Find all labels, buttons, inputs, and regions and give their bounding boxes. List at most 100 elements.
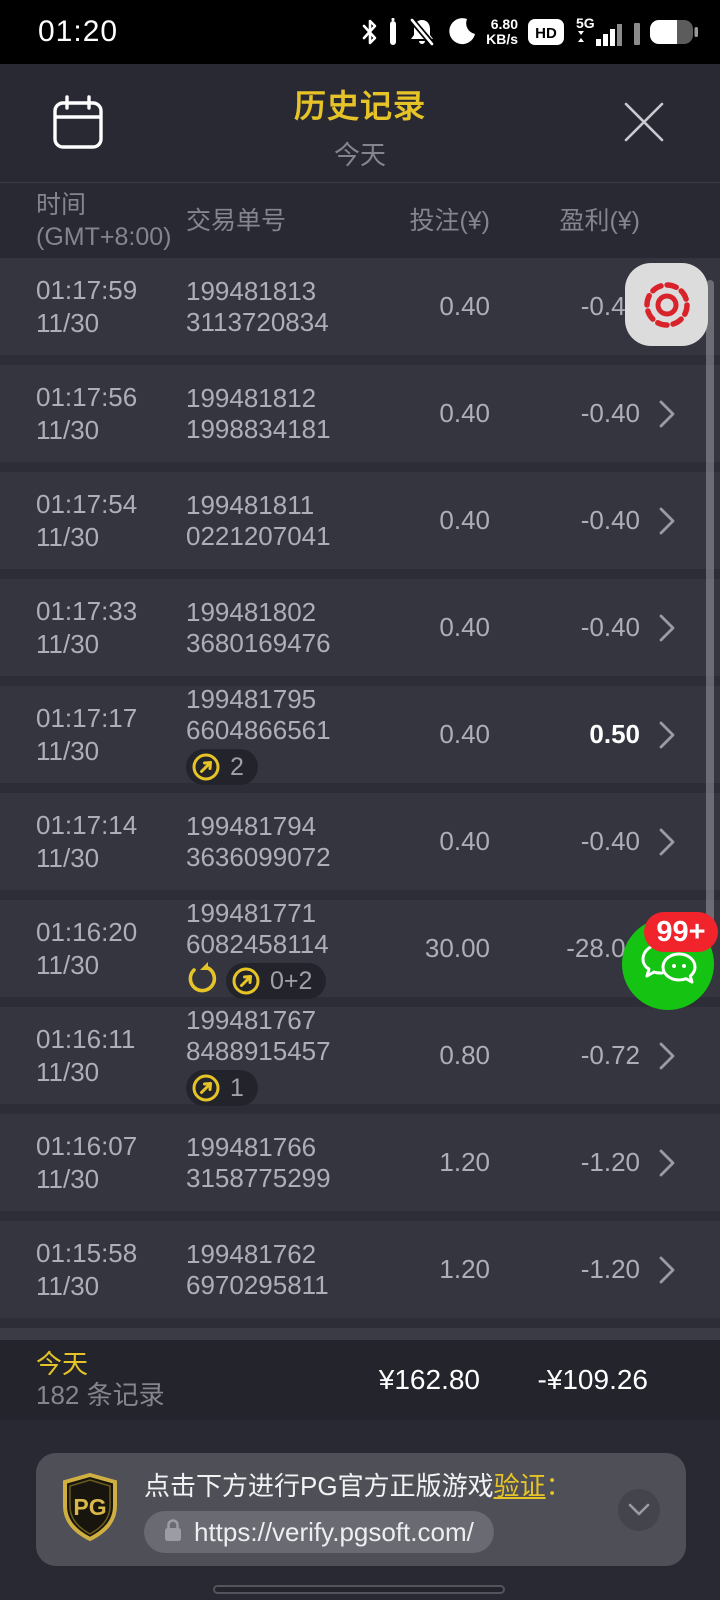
summary-total-bet: ¥162.80: [378, 1364, 480, 1395]
row-bet: 0.40: [439, 505, 490, 535]
table-row[interactable]: 01:17:54 11/30 199481811 0221207041 0.40…: [0, 472, 720, 569]
row-order: 199481802 3680169476: [186, 596, 331, 658]
table-row[interactable]: 01:17:59 11/30 199481813 3113720834 0.40…: [0, 258, 720, 355]
row-order: 199481794 3636099072: [186, 810, 331, 872]
row-bet: 30.00: [424, 933, 490, 963]
summary-total-profit: -¥109.26: [537, 1364, 648, 1395]
page-title: 历史记录: [293, 87, 426, 124]
bell-muted-icon: [406, 16, 438, 48]
col-header-profit: 盈利(¥): [559, 206, 640, 235]
svg-text:5G: 5G: [576, 15, 595, 31]
svg-text:PG: PG: [73, 1494, 106, 1520]
chevron-right-icon[interactable]: [640, 827, 676, 857]
row-order: 199481762 6970295811: [186, 1238, 329, 1300]
banner-collapse-button[interactable]: [618, 1489, 660, 1531]
page-subtitle: 今天: [333, 139, 386, 170]
verify-link[interactable]: 验证: [493, 1471, 546, 1501]
row-profit: -0.40: [580, 505, 640, 535]
bonus-count: 0+2: [270, 966, 313, 995]
table-row[interactable]: 01:17:56 11/30 199481812 1998834181 0.40…: [0, 365, 720, 462]
bonus-arrow-icon: [192, 1074, 220, 1102]
chevron-right-icon[interactable]: [640, 613, 676, 643]
row-time: 01:17:33 11/30: [36, 595, 138, 659]
row-order: 199481812 1998834181: [186, 382, 331, 444]
bonus-arrow-icon: [192, 753, 220, 781]
partial-next-row: [0, 1328, 720, 1340]
battery-icon: [650, 19, 698, 45]
row-order: 199481813 3113720834: [186, 275, 329, 337]
respin-icon: [186, 961, 220, 1002]
row-bet: 0.80: [439, 1040, 490, 1070]
notification-badge: 99+: [644, 912, 718, 952]
table-row[interactable]: 01:17:14 11/30 199481794 3636099072 0.40…: [0, 793, 720, 890]
verify-url-pill[interactable]: https://verify.pgsoft.com/: [144, 1511, 494, 1553]
col-header-order: 交易单号: [186, 206, 287, 235]
row-bet: 1.20: [439, 1147, 490, 1177]
calendar-icon[interactable]: [52, 94, 104, 152]
table-row[interactable]: 01:16:11 11/30 199481767 8488915457 1 0.…: [0, 1005, 720, 1106]
bonus-count: 1: [230, 1073, 244, 1102]
bonus-count: 2: [230, 752, 244, 781]
row-bet: 0.40: [439, 291, 490, 321]
lock-icon: [162, 1517, 184, 1548]
row-time: 01:16:11 11/30: [36, 1023, 136, 1087]
row-time: 01:17:17 11/30: [36, 702, 138, 766]
bluetooth-icon: [360, 16, 380, 48]
gear-icon: [643, 281, 690, 328]
table-row[interactable]: 01:16:20 11/30 199481771 6082458114: [0, 898, 720, 999]
sim2-signal-bar: [633, 17, 641, 47]
pg-verify-banner[interactable]: PG 点击下方进行PG官方正版游戏验证： https://verify.pgso…: [36, 1453, 686, 1566]
row-time: 01:16:07 11/30: [36, 1130, 138, 1194]
table-header: 时间 (GMT+8:00) 交易单号 投注(¥) 盈利(¥): [0, 182, 720, 258]
settings-fab[interactable]: [625, 263, 708, 346]
row-bet: 0.40: [439, 826, 490, 856]
status-bar: 01:20 6.80 KB/s HD: [0, 0, 720, 64]
verify-url: https://verify.pgsoft.com/: [194, 1516, 474, 1547]
summary-bar: 今天 182 条记录 ¥162.80 -¥109.26: [0, 1340, 720, 1420]
pg-shield-logo: PG: [60, 1472, 120, 1547]
clock: 01:20: [38, 15, 119, 48]
row-time: 01:17:56 11/30: [36, 381, 138, 445]
bonus-arrow-icon: [232, 967, 260, 995]
home-indicator[interactable]: [213, 1585, 505, 1594]
chevron-right-icon[interactable]: [640, 399, 676, 429]
summary-record-count: 182 条记录: [36, 1380, 165, 1410]
row-profit: -0.40: [580, 398, 640, 428]
table-row[interactable]: 01:15:58 11/30 199481762 6970295811 1.20…: [0, 1221, 720, 1318]
row-time: 01:17:59 11/30: [36, 274, 138, 338]
chevron-right-icon[interactable]: [640, 1255, 676, 1285]
row-profit: -0.40: [580, 612, 640, 642]
chevron-right-icon[interactable]: [640, 506, 676, 536]
svg-text:HD: HD: [535, 25, 557, 42]
bottom-panel: PG 点击下方进行PG官方正版游戏验证： https://verify.pgso…: [0, 1420, 720, 1600]
network-speed: 6.80 KB/s: [486, 16, 518, 47]
hd-badge: HD: [527, 18, 565, 46]
chevron-right-icon[interactable]: [640, 720, 676, 750]
close-icon[interactable]: [618, 96, 670, 148]
row-time: 01:15:58 11/30: [36, 1237, 138, 1301]
summary-period: 今天: [36, 1349, 89, 1379]
table-row[interactable]: 01:17:33 11/30 199481802 3680169476 0.40…: [0, 579, 720, 676]
row-bet: 1.20: [439, 1254, 490, 1284]
chevron-right-icon[interactable]: [640, 1148, 676, 1178]
row-order: 199481795 6604866561 2: [186, 684, 400, 785]
rows: 01:17:59 11/30 199481813 3113720834 0.40…: [0, 258, 720, 1328]
chat-bubbles-icon: [641, 942, 697, 984]
signal-bars: 5G: [574, 15, 624, 49]
row-profit: -1.20: [580, 1254, 640, 1284]
row-profit: -28.00: [566, 933, 640, 963]
row-order: 199481767 8488915457 1: [186, 1005, 400, 1106]
col-header-bet: 投注(¥): [409, 206, 490, 235]
scrollbar-thumb[interactable]: [706, 280, 714, 932]
row-order: 199481766 3158775299: [186, 1131, 331, 1193]
bluetooth-device-battery-bar: [389, 17, 397, 47]
table-row[interactable]: 01:16:07 11/30 199481766 3158775299 1.20…: [0, 1114, 720, 1211]
row-bet: 0.40: [439, 612, 490, 642]
row-profit: -0.40: [580, 291, 640, 321]
table-row[interactable]: 01:17:17 11/30 199481795 6604866561 2 0.…: [0, 684, 720, 785]
row-profit: -1.20: [580, 1147, 640, 1177]
modal-header: 历史记录 今天: [0, 64, 720, 182]
row-bet: 0.40: [439, 398, 490, 428]
chevron-right-icon[interactable]: [640, 1041, 676, 1071]
row-order: 199481771 6082458114 0+2: [186, 898, 400, 999]
